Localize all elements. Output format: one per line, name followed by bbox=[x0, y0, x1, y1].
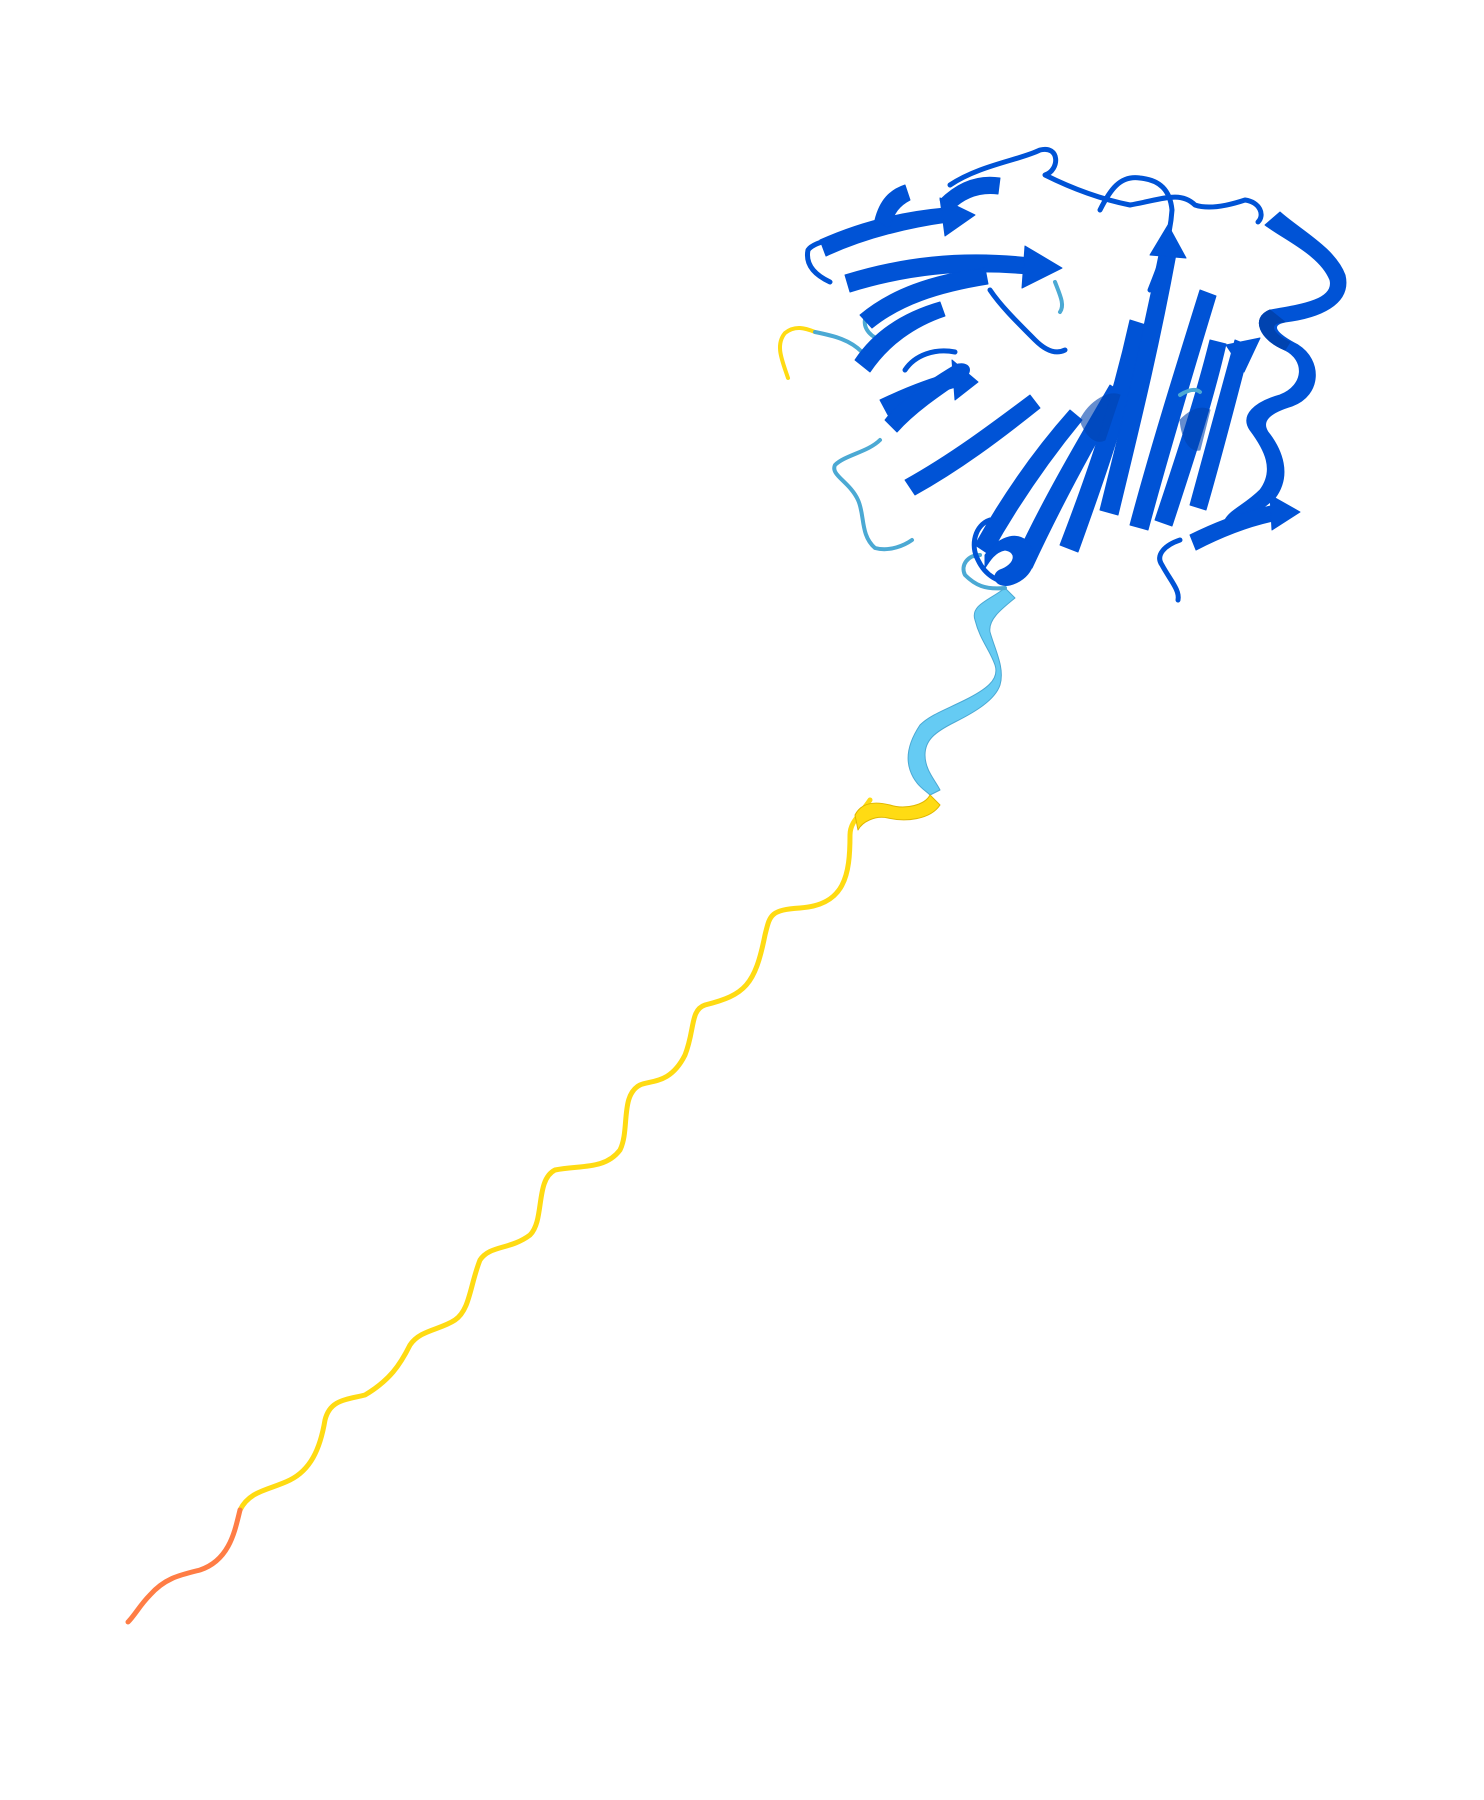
strand-10-head bbox=[1149, 224, 1187, 259]
bottom-right-strand-head bbox=[1269, 494, 1301, 531]
folded-domain bbox=[804, 146, 1347, 603]
bottom-helix-turn bbox=[984, 535, 1035, 586]
right-helix-shade bbox=[1258, 309, 1291, 351]
domain-shade-right bbox=[1179, 407, 1211, 451]
linker-helix bbox=[854, 553, 1016, 831]
domain-light-segment-2 bbox=[1178, 387, 1202, 397]
disordered-tail bbox=[125, 797, 873, 1625]
strand-short-a bbox=[874, 184, 911, 229]
left-loop-tube bbox=[832, 438, 914, 552]
strand-3 bbox=[859, 267, 989, 329]
domain-loop-mid bbox=[987, 287, 1068, 355]
strand-6 bbox=[904, 394, 1041, 496]
strand-2-head bbox=[1021, 245, 1063, 289]
domain-loop-top bbox=[947, 146, 1264, 225]
hairpin-left bbox=[884, 363, 970, 433]
domain-light-segment bbox=[1053, 280, 1065, 314]
strand-4 bbox=[854, 301, 946, 373]
n-term-tube-blue bbox=[813, 330, 864, 354]
strand-short-b bbox=[939, 176, 1001, 211]
strand-11 bbox=[1129, 289, 1217, 531]
tail-tube bbox=[237, 797, 873, 1513]
n-term-tube-yellow bbox=[777, 326, 817, 380]
linker-ribbon-yellow bbox=[854, 794, 941, 831]
linker-turn bbox=[961, 553, 1007, 591]
strand-13-head bbox=[1225, 337, 1261, 373]
domain-loop-bottom-right bbox=[1157, 537, 1183, 603]
strand-10 bbox=[1099, 249, 1177, 516]
n-terminal-fragment bbox=[777, 326, 864, 380]
domain-shade-center bbox=[1079, 393, 1121, 442]
linker-ribbon-1 bbox=[907, 587, 1016, 796]
hairpin-left-loop bbox=[902, 348, 958, 373]
tail-tube-orange bbox=[125, 1507, 243, 1625]
